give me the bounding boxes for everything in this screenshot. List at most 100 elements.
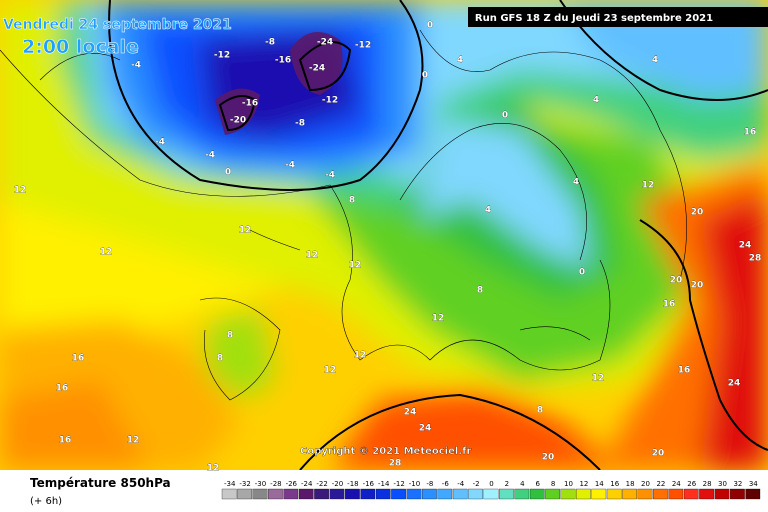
legend-tick: 8 <box>551 480 555 488</box>
legend-swatch <box>591 488 607 500</box>
legend-tick: -22 <box>316 480 327 488</box>
legend-swatch <box>622 488 637 500</box>
contour-label: 0 <box>579 268 585 278</box>
contour-label: 16 <box>56 384 69 394</box>
contour-label: 24 <box>404 408 417 418</box>
legend-tick: 16 <box>610 480 619 488</box>
contour-label: 16 <box>678 366 691 376</box>
contour-label: -16 <box>275 56 291 66</box>
legend-tick: -30 <box>255 480 266 488</box>
contour-label: -4 <box>285 161 295 171</box>
contour-label: -4 <box>131 61 141 71</box>
forecast-step: (+ 6h) <box>30 496 62 507</box>
contour-labels: -12-8-16-24-24-12-4-12-16-20 -8-4-4-40 -48… <box>14 20 762 474</box>
legend-tick: 20 <box>641 480 650 488</box>
legend-tick: 24 <box>672 480 681 488</box>
contour-label: 12 <box>349 261 362 271</box>
contour-label: 0 <box>225 168 231 178</box>
time: 2:00 locale <box>22 36 139 58</box>
contour-label: 4 <box>652 56 658 66</box>
legend-tick: -6 <box>442 480 450 488</box>
legend-tick: 28 <box>703 480 712 488</box>
legend-swatch <box>606 488 622 500</box>
legend-swatch <box>653 488 668 500</box>
contour-label: 12 <box>207 464 220 474</box>
contour-label: 16 <box>72 354 85 364</box>
legend-swatch <box>499 488 514 500</box>
contour-label: -8 <box>265 38 275 48</box>
legend-tick: 14 <box>595 480 604 488</box>
contour-label: -4 <box>155 138 165 148</box>
legend-swatch <box>730 488 745 500</box>
footer-title: Température 850hPa <box>30 476 171 490</box>
legend-swatch <box>468 488 483 500</box>
legend-tick: 2 <box>505 480 509 488</box>
legend-swatch <box>683 488 699 500</box>
legend-swatch <box>699 488 714 500</box>
legend-swatch <box>298 488 314 500</box>
contour-label: 16 <box>744 128 757 138</box>
contour-label: -12 <box>355 41 371 51</box>
contour-label: -24 <box>309 64 325 74</box>
legend-tick: -12 <box>393 480 404 488</box>
legend-swatch <box>514 488 530 500</box>
contour-label: -4 <box>325 171 335 181</box>
legend-tick: -26 <box>286 480 298 488</box>
contour-label: 12 <box>14 186 27 196</box>
contour-label: -4 <box>205 151 215 161</box>
legend-swatch <box>529 488 545 500</box>
legend-tick: 26 <box>687 480 696 488</box>
contour-label: 4 <box>457 56 463 66</box>
legend-tick: 34 <box>749 480 758 488</box>
contour-label: 12 <box>354 351 367 361</box>
legend-swatch <box>452 488 468 500</box>
contour-label: 28 <box>389 459 402 469</box>
legend-swatch <box>437 488 453 500</box>
legend-swatch <box>637 488 653 500</box>
legend-tick: 4 <box>520 480 525 488</box>
contour-label: 8 <box>349 196 355 206</box>
contour-label: -16 <box>242 99 258 109</box>
legend-tick: -4 <box>457 480 465 488</box>
color-legend: -34 -32 -30 -28 -26 -24 -22 -20 -18 -16 -14 -12 -10-… <box>221 480 761 500</box>
contour-label: -12 <box>214 51 230 61</box>
contour-label: 8 <box>537 406 543 416</box>
legend-swatch <box>268 488 283 500</box>
contour-label: 0 <box>502 111 508 121</box>
legend-swatch <box>483 488 499 500</box>
legend-tick: -8 <box>426 480 433 488</box>
contour-label: 0 <box>427 21 433 31</box>
legend-tick: -20 <box>332 480 343 488</box>
legend-tick: -34 <box>224 480 236 488</box>
legend-swatch <box>221 488 237 500</box>
legend-tick: -16 <box>363 480 375 488</box>
coastlines <box>0 29 687 401</box>
contour-label: 8 <box>477 286 483 296</box>
legend-swatch <box>714 488 730 500</box>
legend-swatch <box>314 488 329 500</box>
contour-label: 28 <box>749 254 762 264</box>
legend-tick: 10 <box>564 480 573 488</box>
legend-swatch <box>283 488 299 500</box>
legend-tick: 18 <box>626 480 635 488</box>
legend-tick: -18 <box>347 480 358 488</box>
contour-label: 12 <box>239 226 252 236</box>
contour-label: 12 <box>127 436 140 446</box>
contour-label: 20 <box>691 281 704 291</box>
contour-label: 12 <box>306 251 319 261</box>
contour-label: -8 <box>295 119 305 129</box>
legend-tick: -24 <box>301 480 313 488</box>
legend-tick: 22 <box>656 480 665 488</box>
legend-swatch <box>345 488 360 500</box>
contour-label: 12 <box>642 181 655 191</box>
contour-label: 24 <box>728 379 741 389</box>
contour-lines <box>108 0 768 470</box>
contour-label: 8 <box>217 354 223 364</box>
contour-label: 16 <box>663 300 676 310</box>
contour-label: 8 <box>227 331 233 341</box>
contour-label: 4 <box>593 96 599 106</box>
legend-swatch <box>329 488 345 500</box>
run-box <box>468 7 768 27</box>
legend-swatch <box>422 488 437 500</box>
